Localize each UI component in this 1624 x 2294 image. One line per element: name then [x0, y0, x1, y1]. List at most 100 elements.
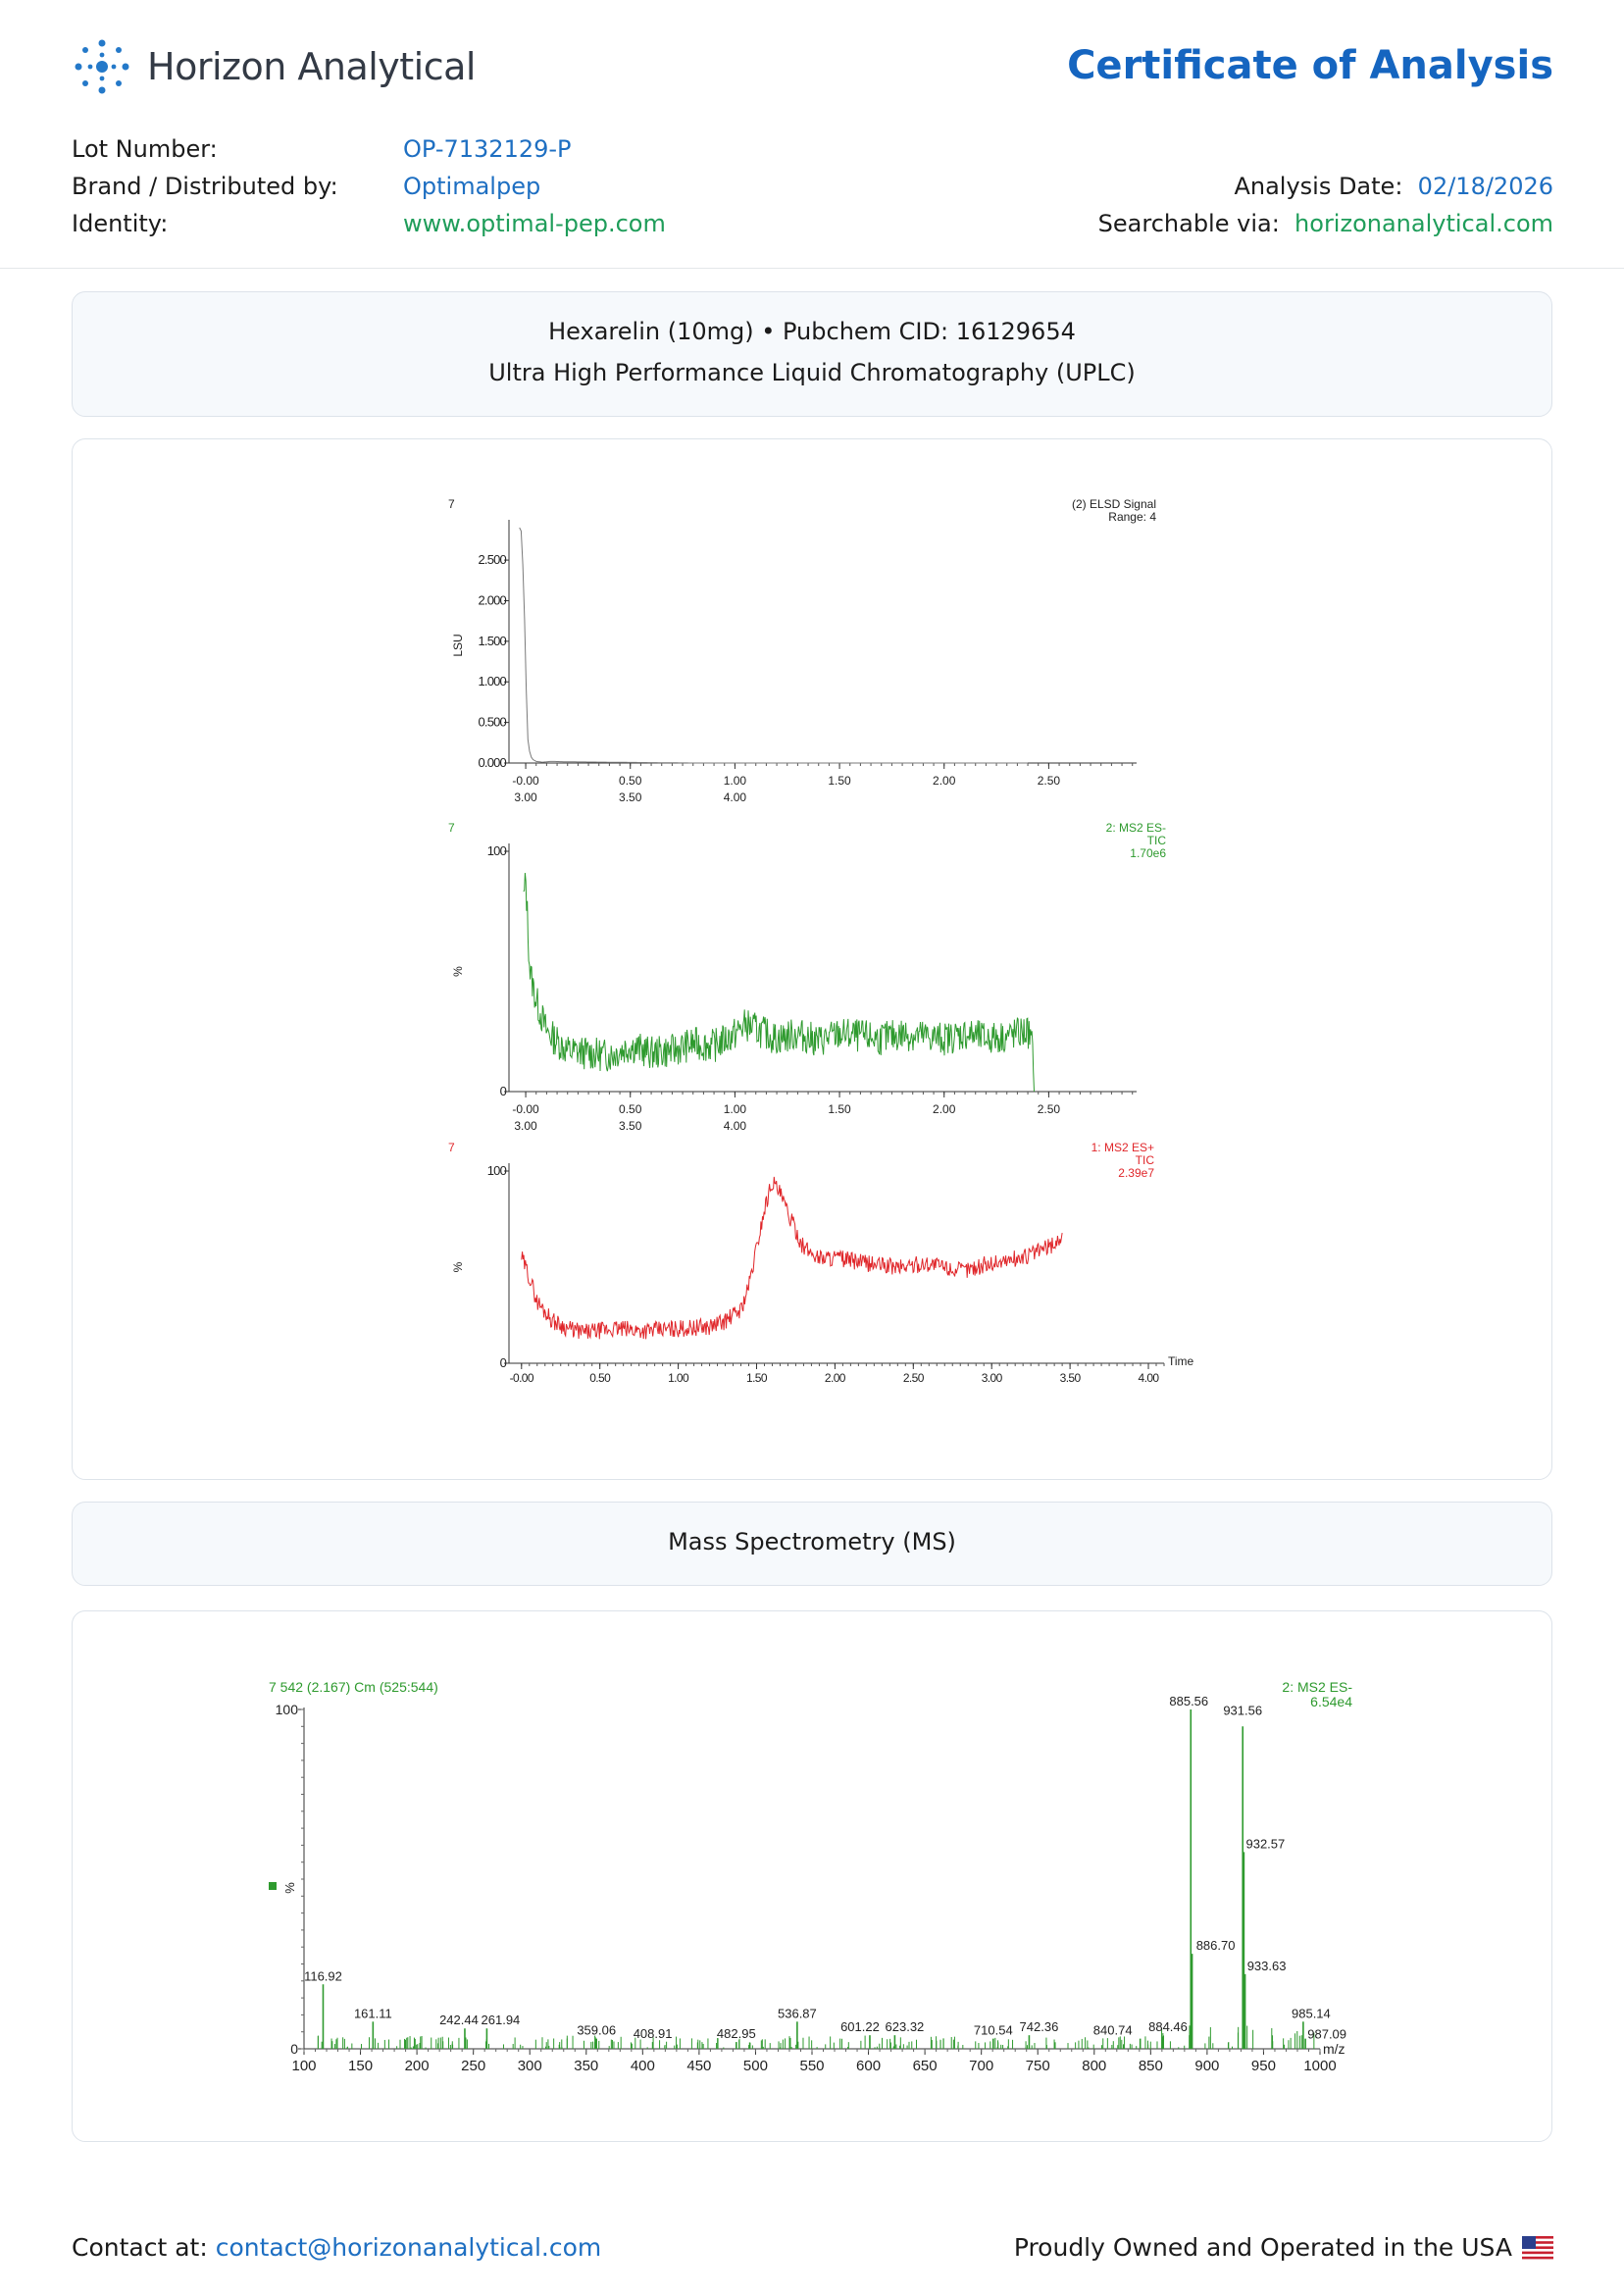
analysis-date-value: 02/18/2026	[1417, 173, 1553, 200]
x-tick-label: 950	[1251, 2058, 1276, 2074]
x-tick-label-secondary: 3.50	[619, 1119, 642, 1133]
legend-entry: 2: MS2 ES-	[1282, 1679, 1352, 1695]
contact: Contact at: contact@horizonanalytical.co…	[72, 2233, 601, 2262]
x-tick-label-secondary: 3.00	[514, 790, 537, 804]
signal-trace	[521, 1176, 1063, 1340]
contact-email-link[interactable]: contact@horizonanalytical.com	[215, 2233, 602, 2262]
x-tick-label: 0.50	[619, 774, 642, 788]
uplc-chart-panel: 7 (2) ELSD Signal Range: 4 0.000 0.50 0 1.000 1…	[72, 438, 1552, 1480]
x-axis-label: Time	[1168, 1354, 1194, 1368]
molecule-logo-icon	[75, 39, 129, 94]
x-tick-label: 3.00	[982, 1371, 1003, 1385]
ms-banner: Mass Spectrometry (MS)	[72, 1502, 1552, 1586]
x-tick-label: 150	[348, 2058, 373, 2074]
legend-entry: TIC	[1136, 1153, 1155, 1167]
uplc-banner: Hexarelin (10mg) • Pubchem CID: 16129654…	[72, 291, 1552, 417]
method-line: Ultra High Performance Liquid Chromatogr…	[488, 359, 1136, 386]
channel-marker	[269, 1882, 277, 1890]
y-tick-label: 0	[500, 1355, 507, 1370]
legend-entry: (2) ELSD Signal	[1072, 497, 1156, 511]
x-tick-label: 700	[969, 2058, 993, 2074]
x-tick-label: 4.00	[1139, 1371, 1160, 1385]
x-tick-label: -0.00	[510, 1371, 534, 1385]
x-tick-label-secondary: 3.00	[514, 1119, 537, 1133]
x-tick-label: 0.50	[589, 1371, 611, 1385]
peak-label: 742.36	[1020, 2019, 1059, 2034]
legend-entry: Range: 4	[1108, 510, 1156, 524]
searchable-label: Searchable via:	[1097, 210, 1280, 237]
y-tick-label: 0.000	[478, 755, 506, 770]
x-tick-label: 2.50	[1038, 774, 1061, 788]
us-flag-icon	[1522, 2235, 1553, 2260]
analysis-date: Analysis Date: 02/18/2026	[1234, 173, 1553, 200]
document-title: Certificate of Analysis	[1067, 43, 1553, 88]
peak-label: 985.14	[1292, 2006, 1331, 2020]
x-tick-label: 1.50	[828, 774, 851, 788]
x-tick-label: 350	[574, 2058, 598, 2074]
x-tick-label: 200	[405, 2058, 430, 2074]
y-tick-label: 1.000	[478, 674, 506, 688]
signal-trace	[519, 527, 1029, 764]
peak-label: 116.92	[304, 1968, 342, 1983]
y-tick-label: 100	[487, 1163, 507, 1178]
x-tick-label: 2.50	[903, 1371, 925, 1385]
x-axis-label: m/z	[1323, 2041, 1345, 2057]
y-axis-label: %	[451, 1261, 465, 1272]
y-axis-label: LSU	[451, 634, 465, 656]
ms-spectrum-chart: 7 542 (2.167) Cm (525:544) 2: MS2 ES-6.54…	[269, 1679, 1352, 2074]
chart-corner-label: 7	[448, 821, 455, 835]
usa-statement: Proudly Owned and Operated in the USA	[1014, 2233, 1553, 2262]
legend-entry: 1: MS2 ES+	[1091, 1141, 1154, 1154]
y-tick-label: 0	[290, 2041, 298, 2057]
company-brand: Horizon Analytical	[71, 35, 476, 98]
mass-spectrum: 7 542 (2.167) Cm (525:544) 2: MS2 ES-6.54…	[269, 1679, 1352, 2074]
x-tick-label: 0.50	[619, 1102, 642, 1116]
x-tick-label: 500	[743, 2058, 768, 2074]
legend-entry: TIC	[1147, 834, 1167, 847]
legend-entry: 2: MS2 ES-	[1106, 821, 1166, 835]
y-tick-label: 2.500	[478, 552, 506, 567]
header-divider	[0, 268, 1624, 269]
x-tick-label: 100	[291, 2058, 316, 2074]
x-tick-label: 250	[461, 2058, 485, 2074]
x-tick-label: 1000	[1303, 2058, 1336, 2074]
peak-label: 932.57	[1245, 1836, 1285, 1851]
peak-label: 242.44	[439, 2013, 479, 2027]
y-axis-label: %	[282, 1882, 297, 1894]
x-tick-label: 850	[1139, 2058, 1163, 2074]
x-tick-label: -0.00	[512, 1102, 539, 1116]
company-name: Horizon Analytical	[147, 45, 476, 88]
peak-label: 710.54	[974, 2023, 1013, 2038]
identity-link[interactable]: www.optimal-pep.com	[403, 210, 666, 237]
peak-label: 261.94	[482, 2013, 521, 2027]
analysis-date-label: Analysis Date:	[1234, 173, 1403, 200]
legend-entry: 1.70e6	[1130, 846, 1166, 860]
x-tick-label: 400	[631, 2058, 655, 2074]
ms-chart-panel: 7 542 (2.167) Cm (525:544) 2: MS2 ES- 6.54…	[72, 1610, 1552, 2142]
x-tick-label: 2.00	[933, 774, 956, 788]
x-tick-label: 800	[1082, 2058, 1106, 2074]
lot-value: OP-7132129-P	[403, 135, 572, 163]
chart-corner-label: 7	[448, 497, 455, 511]
legend-entry: 2.39e7	[1118, 1166, 1154, 1180]
peak-label: 933.63	[1247, 1959, 1287, 1973]
y-tick-label: 1.500	[478, 634, 506, 648]
contact-label: Contact at:	[72, 2233, 208, 2262]
y-axis-label: %	[451, 966, 465, 977]
brand-label: Brand / Distributed by:	[72, 173, 338, 200]
x-tick-label: 1.00	[724, 1102, 747, 1116]
x-tick-label: 650	[913, 2058, 938, 2074]
peak-label: 536.87	[778, 2006, 817, 2020]
x-tick-label-secondary: 3.50	[619, 790, 642, 804]
x-tick-label: 2.00	[825, 1371, 846, 1385]
peak-label: 987.09	[1307, 2027, 1346, 2042]
peak-label: 161.11	[354, 2006, 392, 2020]
x-tick-label: 300	[518, 2058, 542, 2074]
y-tick-label: 100	[487, 843, 507, 858]
x-tick-label: 2.00	[933, 1102, 956, 1116]
searchable-link[interactable]: horizonanalytical.com	[1294, 210, 1553, 237]
x-tick-label-secondary: 4.00	[724, 790, 747, 804]
compound-line: Hexarelin (10mg) • Pubchem CID: 16129654	[548, 318, 1076, 345]
